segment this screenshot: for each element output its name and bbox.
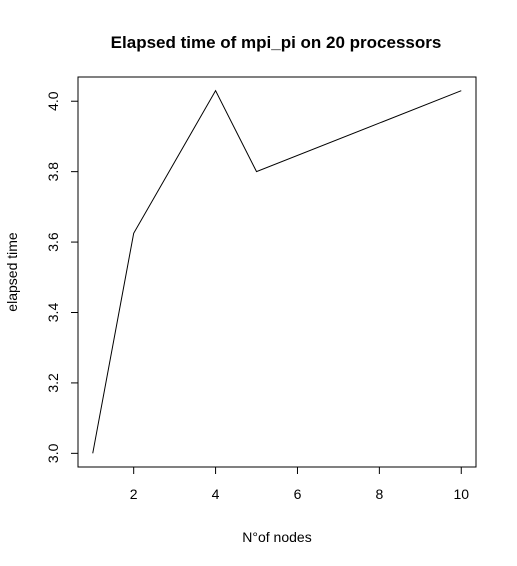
x-axis-label: N°of nodes [242, 529, 311, 545]
y-tick-label: 3.4 [45, 303, 61, 323]
x-tick-label: 6 [294, 486, 302, 502]
y-axis: 3.0 3.2 3.4 3.6 3.8 4.0 [45, 91, 79, 463]
y-tick-label: 3.2 [45, 373, 61, 393]
y-tick-label: 3.0 [45, 443, 61, 463]
chart-title: Elapsed time of mpi_pi on 20 processors [111, 33, 442, 52]
x-tick-label: 2 [130, 486, 138, 502]
x-tick-label: 10 [453, 486, 469, 502]
y-tick-label: 3.8 [45, 162, 61, 182]
series-line [92, 89, 462, 454]
plot-frame [77, 76, 477, 468]
y-axis-label: elapsed time [4, 232, 20, 312]
x-axis: 2 4 6 8 10 [130, 466, 469, 502]
y-tick-label: 3.6 [45, 232, 61, 252]
x-tick-label: 8 [375, 486, 383, 502]
y-tick-label: 4.0 [45, 91, 61, 111]
x-tick-label: 4 [212, 486, 220, 502]
